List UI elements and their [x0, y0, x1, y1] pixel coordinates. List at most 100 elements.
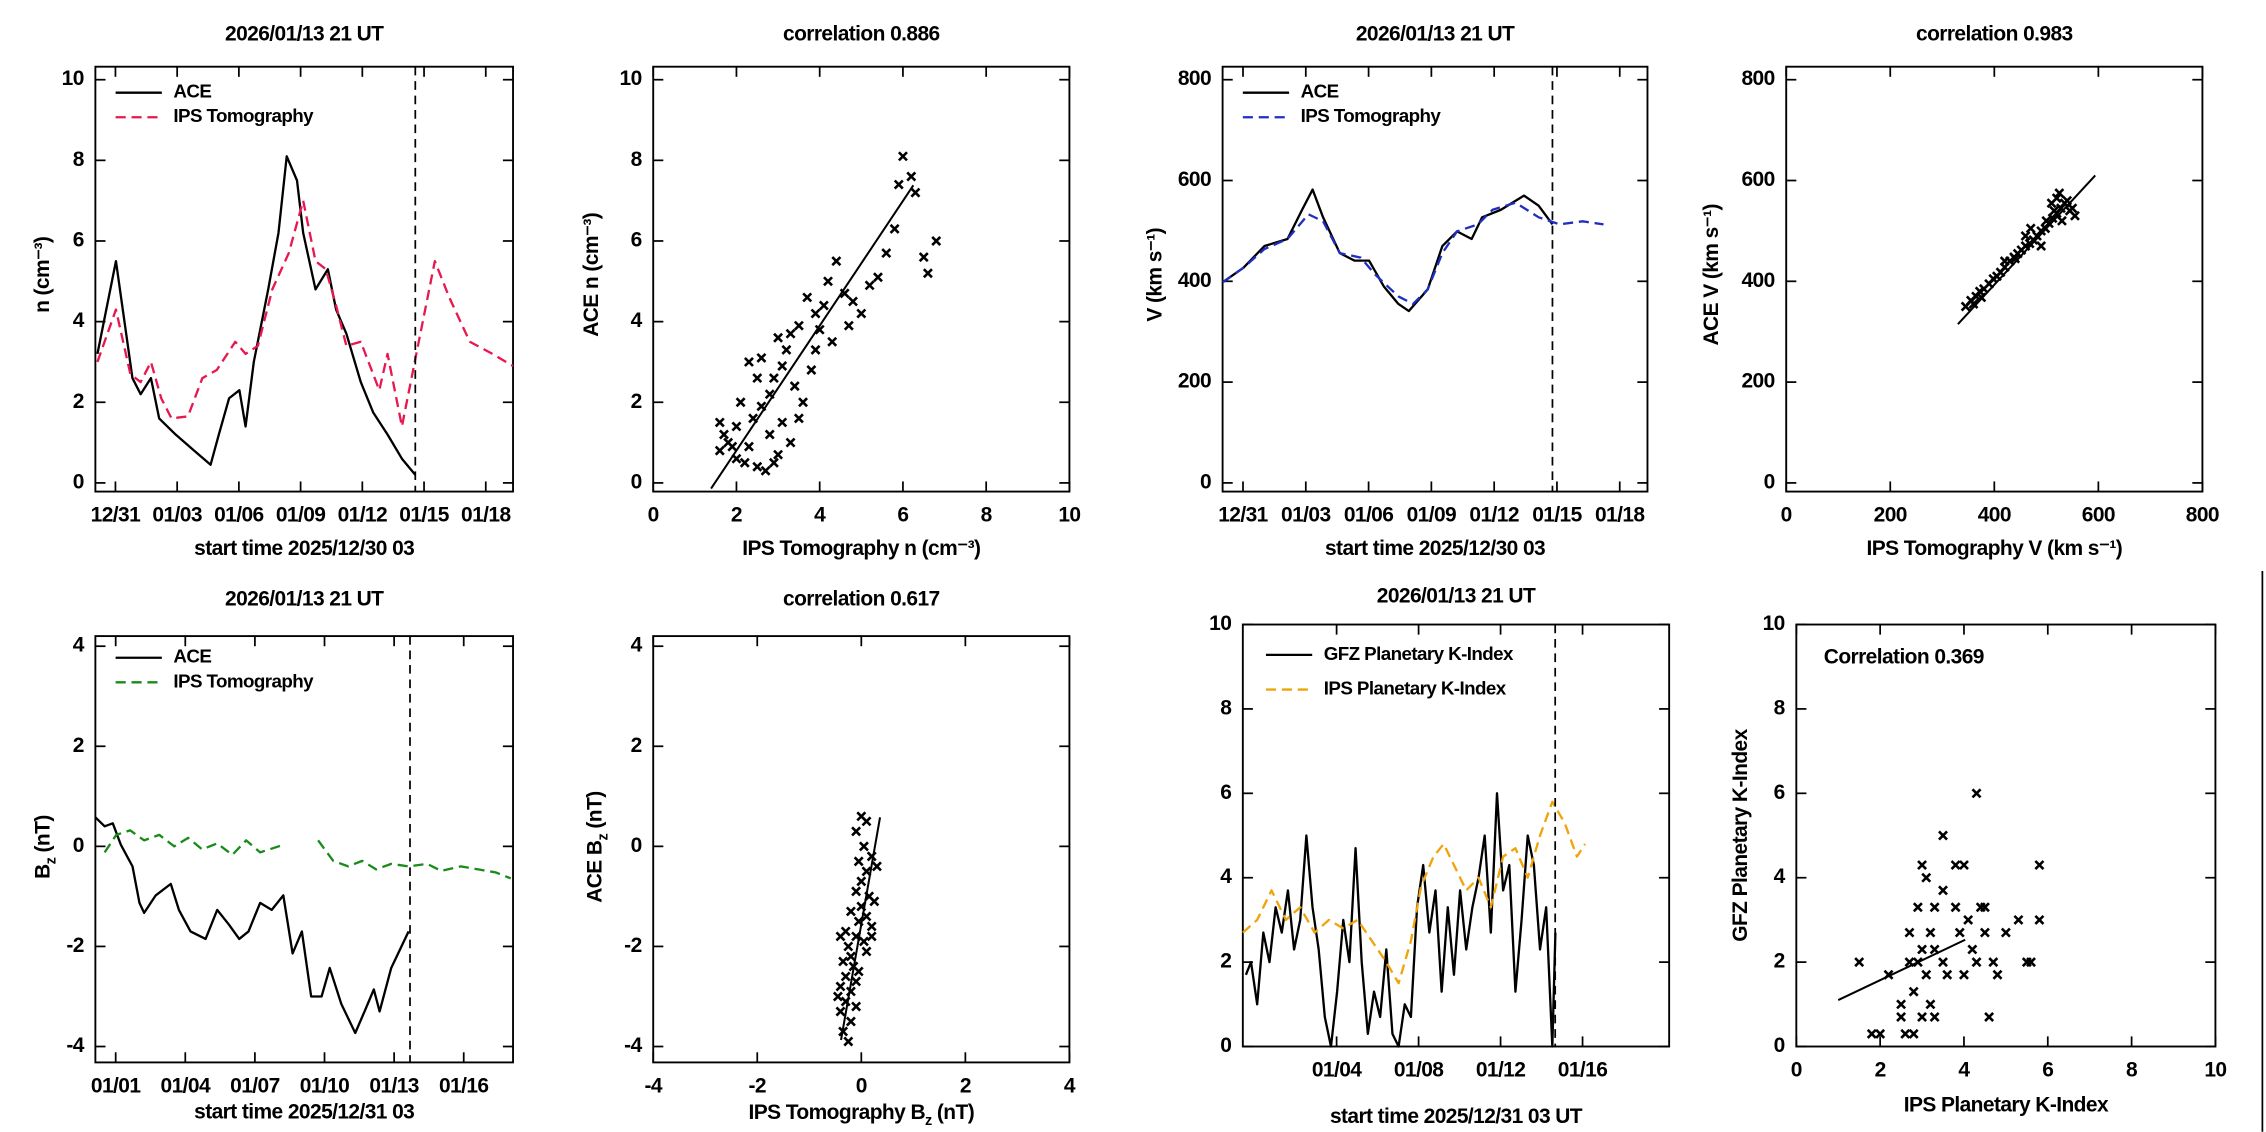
scatter-point [814, 324, 825, 335]
scatter-point [861, 816, 872, 827]
y-tick-label: 10 [1209, 612, 1231, 635]
scatter-point [2034, 914, 2045, 925]
x-tick-label: 01/09 [1407, 504, 1457, 527]
x-tick-label: 0 [648, 504, 659, 527]
x-tick-label: 01/12 [338, 504, 388, 527]
scatter-point [831, 256, 842, 267]
x-tick-label: 2 [1875, 1059, 1886, 1082]
scatter-point [1854, 957, 1865, 968]
x-tick-label: 4 [1958, 1059, 1970, 1082]
scatter-point [810, 344, 821, 355]
scatter-point [869, 896, 880, 907]
scatter-point [1999, 256, 2010, 267]
y-axis-label: n (cm⁻³) [31, 237, 54, 313]
scatter-point [793, 413, 804, 424]
scatter-point [871, 861, 882, 872]
scatter-point [768, 457, 779, 468]
y-tick-label: 0 [73, 834, 84, 857]
x-tick-label: 01/09 [276, 504, 326, 527]
scatter-point [777, 417, 788, 428]
x-tick-label: 2 [960, 1075, 971, 1098]
x-tick-label: 01/04 [161, 1075, 211, 1098]
x-axis-label: IPS Tomography V (km s⁻¹) [1866, 537, 2122, 560]
scatter-point [2000, 927, 2011, 938]
scatter-point [843, 320, 854, 331]
y-tick-label: 800 [1741, 67, 1774, 90]
scatter-point [931, 236, 942, 246]
scatter-point [1929, 1012, 1940, 1022]
y-tick-label: 4 [631, 309, 643, 332]
scatter-point [2069, 210, 2080, 221]
x-tick-label: 01/03 [152, 504, 202, 527]
scatter-point [1921, 872, 1932, 883]
scatter-point [2036, 241, 2047, 251]
y-axis-label-part: ACE B [583, 840, 606, 903]
scatter-point [785, 328, 796, 339]
y-tick-label: -4 [624, 1034, 642, 1057]
y-axis-label-part: z [595, 834, 611, 841]
scatter-point [1958, 969, 1969, 980]
y-tick-label: 2 [73, 734, 84, 757]
scatter-point [845, 906, 856, 917]
scatter-point [835, 1006, 846, 1017]
y-tick-label: 4 [1220, 865, 1232, 888]
scatter-point [866, 921, 877, 932]
x-tick-label: 8 [981, 504, 992, 527]
y-tick-label: 2 [631, 734, 642, 757]
scatter-point [1904, 927, 1915, 938]
x-tick-label: 01/01 [91, 1075, 141, 1098]
scatter-point [827, 336, 838, 347]
scatter-point [752, 373, 763, 384]
y-axis-label: Bz (nT) [31, 815, 59, 879]
scatter-point [1958, 860, 1969, 871]
x-axis-label: IPS Tomography n (cm⁻³) [742, 537, 980, 560]
scatter-point [2020, 230, 2031, 241]
scatter-point [777, 361, 788, 371]
scatter-point [845, 1016, 856, 1027]
scatter-point [918, 252, 929, 263]
x-tick-label: 01/18 [461, 504, 511, 527]
y-tick-label: 600 [1741, 168, 1774, 191]
y-tick-label: 10 [62, 67, 84, 90]
y-tick-label: -2 [624, 934, 641, 957]
y-tick-label: -2 [66, 934, 83, 957]
fit-line [710, 184, 915, 490]
scatter-point [1912, 902, 1923, 913]
x-tick-label: 600 [2082, 504, 2115, 527]
y-axis-label-part: (nT) [583, 791, 606, 833]
x-tick-label: 0 [856, 1075, 867, 1098]
scatter-point [1971, 788, 1982, 799]
y-tick-label: 600 [1178, 168, 1211, 191]
scatter-point [798, 397, 809, 408]
x-tick-label: 01/18 [1595, 504, 1645, 527]
scatter-point [861, 946, 872, 957]
scatter-point [1942, 969, 1953, 980]
scatter-point [2025, 223, 2036, 234]
y-tick-label: 0 [631, 834, 642, 857]
scatter-point [872, 272, 883, 283]
y-tick-label: 8 [73, 148, 84, 171]
x-tick-label: 01/03 [1281, 504, 1331, 527]
y-tick-label: 2 [1774, 950, 1785, 973]
scatter-point [2067, 203, 2078, 214]
y-tick-label: 10 [620, 67, 642, 90]
x-axis-label-part: IPS Tomography B [749, 1101, 926, 1124]
x-tick-label: 01/10 [300, 1075, 350, 1098]
y-tick-label: 8 [1774, 696, 1785, 719]
scatter-point [718, 429, 729, 440]
y-tick-label: 400 [1741, 269, 1774, 292]
scatter-point [723, 437, 734, 448]
y-tick-label: 0 [73, 470, 84, 493]
scatter-point [856, 876, 867, 887]
scatter-point [1908, 986, 1919, 997]
scatter-point [714, 417, 725, 428]
x-tick-label: 01/06 [214, 504, 264, 527]
scatter-point [743, 356, 754, 367]
scatter-point [823, 276, 833, 287]
x-axis-label-part: z [925, 1113, 932, 1129]
scatter-point [851, 886, 862, 897]
scatter-point [856, 308, 867, 319]
legend-label: ACE [1301, 81, 1339, 102]
